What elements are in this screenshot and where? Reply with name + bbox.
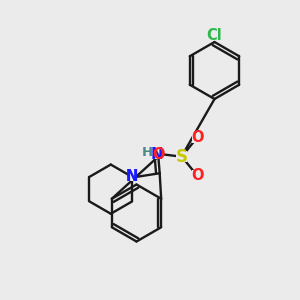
Text: Cl: Cl bbox=[207, 28, 222, 43]
Bar bbox=[128, 172, 136, 181]
Bar bbox=[176, 151, 187, 162]
Bar bbox=[192, 133, 202, 143]
Text: N: N bbox=[126, 169, 138, 184]
Text: N: N bbox=[151, 147, 163, 162]
Text: H: H bbox=[142, 146, 153, 160]
Bar bbox=[152, 150, 161, 159]
Text: O: O bbox=[191, 168, 203, 183]
Text: N: N bbox=[126, 169, 138, 184]
Bar bbox=[128, 172, 136, 181]
Bar bbox=[192, 170, 202, 180]
Text: S: S bbox=[176, 148, 188, 166]
Text: O: O bbox=[191, 130, 203, 146]
Text: O: O bbox=[152, 147, 164, 162]
Bar bbox=[153, 150, 163, 160]
Bar bbox=[143, 150, 152, 158]
